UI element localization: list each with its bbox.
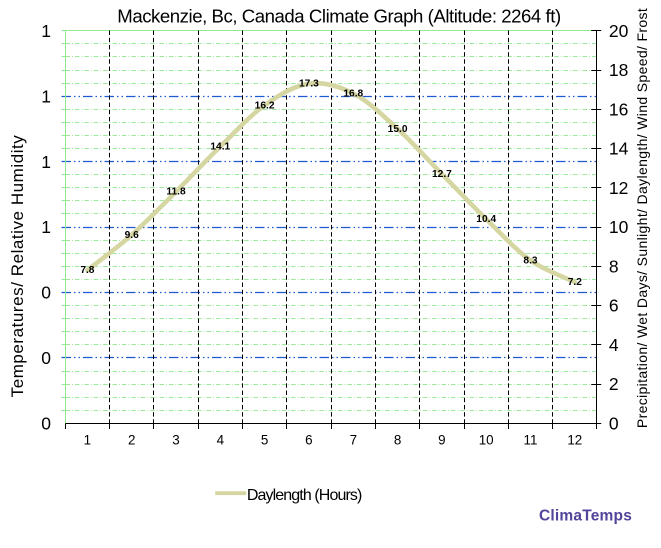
- svg-text:15.0: 15.0: [388, 124, 408, 135]
- svg-text:2: 2: [128, 432, 135, 447]
- svg-text:11.8: 11.8: [166, 187, 186, 198]
- svg-text:0: 0: [41, 283, 51, 303]
- svg-text:6: 6: [609, 296, 619, 316]
- svg-text:Precipitation/ Wet Days/ Sunli: Precipitation/ Wet Days/ Sunlight/ Dayle…: [634, 8, 650, 428]
- svg-text:2: 2: [609, 374, 619, 394]
- svg-text:Daylength (Hours): Daylength (Hours): [247, 487, 362, 504]
- svg-text:7.2: 7.2: [568, 277, 582, 288]
- svg-text:4: 4: [217, 432, 225, 447]
- svg-text:10.4: 10.4: [476, 214, 496, 225]
- svg-text:18: 18: [609, 60, 628, 80]
- svg-text:10: 10: [479, 432, 494, 447]
- svg-text:0: 0: [41, 414, 51, 434]
- svg-text:12: 12: [567, 432, 582, 447]
- svg-text:10: 10: [609, 217, 629, 237]
- svg-text:1: 1: [41, 217, 51, 237]
- svg-text:7.8: 7.8: [80, 265, 94, 276]
- svg-text:1: 1: [84, 432, 91, 447]
- svg-text:1: 1: [41, 86, 51, 106]
- svg-text:20: 20: [609, 21, 629, 41]
- svg-text:Temperatures/ Relative Humidit: Temperatures/ Relative Humidity: [8, 135, 27, 398]
- svg-text:14: 14: [609, 139, 629, 159]
- svg-text:0: 0: [41, 348, 51, 368]
- svg-text:16.8: 16.8: [343, 89, 363, 100]
- svg-text:1: 1: [41, 152, 51, 172]
- svg-text:11: 11: [524, 432, 538, 447]
- svg-text:1: 1: [41, 21, 51, 41]
- svg-text:7: 7: [350, 432, 357, 447]
- svg-text:Mackenzie, Bc, Canada Climate: Mackenzie, Bc, Canada Climate Graph (Alt…: [117, 6, 561, 27]
- svg-text:12: 12: [609, 178, 628, 198]
- svg-text:16: 16: [609, 99, 628, 119]
- svg-text:4: 4: [609, 335, 619, 355]
- svg-text:0: 0: [609, 414, 619, 434]
- svg-text:8: 8: [394, 432, 401, 447]
- svg-text:17.3: 17.3: [299, 79, 319, 90]
- svg-text:12.7: 12.7: [432, 169, 452, 180]
- svg-text:5: 5: [261, 432, 268, 447]
- svg-text:9: 9: [438, 432, 445, 447]
- svg-text:3: 3: [172, 432, 179, 447]
- svg-text:6: 6: [305, 432, 312, 447]
- svg-text:14.1: 14.1: [210, 142, 230, 153]
- svg-text:ClimaTemps: ClimaTemps: [539, 508, 632, 525]
- svg-text:8: 8: [609, 257, 619, 277]
- svg-text:9.6: 9.6: [125, 230, 139, 241]
- svg-text:16.2: 16.2: [255, 100, 275, 111]
- svg-text:8.3: 8.3: [523, 255, 537, 266]
